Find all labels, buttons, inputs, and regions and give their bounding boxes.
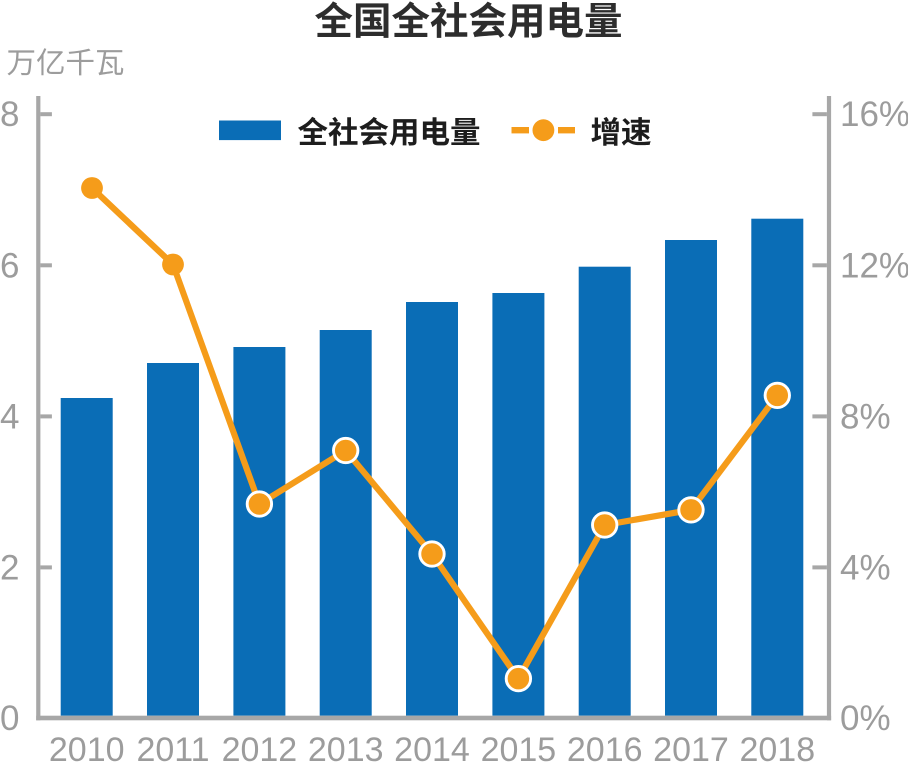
svg-text:2016: 2016	[567, 731, 643, 769]
svg-text:2: 2	[0, 548, 19, 587]
svg-text:4: 4	[0, 397, 19, 436]
svg-text:2010: 2010	[49, 731, 125, 769]
svg-text:4%: 4%	[840, 548, 891, 587]
svg-text:2017: 2017	[653, 731, 729, 769]
svg-text:2011: 2011	[136, 731, 209, 769]
svg-text:2014: 2014	[394, 731, 470, 769]
svg-text:0%: 0%	[840, 699, 891, 738]
svg-text:12%: 12%	[840, 246, 908, 285]
svg-text:2018: 2018	[739, 731, 815, 769]
svg-text:8%: 8%	[840, 397, 891, 436]
svg-text:16%: 16%	[840, 95, 908, 134]
svg-text:8: 8	[0, 95, 19, 134]
svg-text:2015: 2015	[481, 731, 557, 769]
svg-text:2013: 2013	[308, 731, 384, 769]
svg-text:6: 6	[0, 246, 19, 285]
svg-text:0: 0	[0, 699, 19, 738]
svg-text:2012: 2012	[222, 731, 298, 769]
